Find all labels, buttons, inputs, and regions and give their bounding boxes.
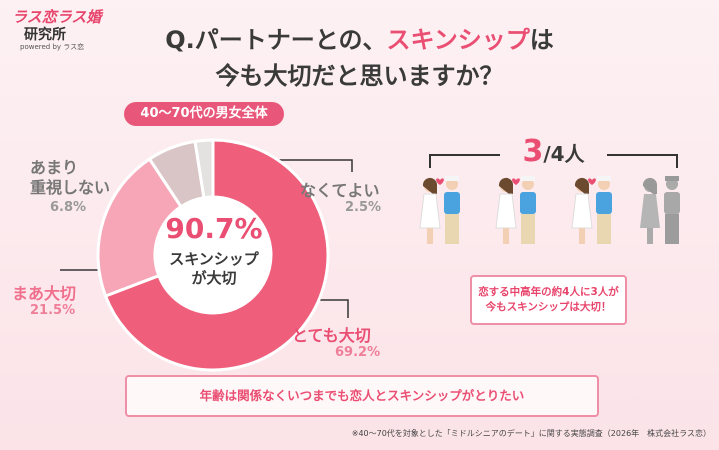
person-legs [503, 228, 509, 244]
pie-segment [193, 138, 215, 200]
person-shirt [596, 192, 612, 214]
person-legs [427, 228, 433, 244]
category-label: なくてよい [300, 181, 380, 200]
person-hat [521, 176, 535, 181]
person-dress [495, 193, 517, 229]
logo-sub: 研究所 [24, 27, 66, 43]
person-hair [642, 177, 657, 194]
person-shirt [520, 192, 536, 214]
person-dress [571, 193, 593, 229]
donut-hole [156, 198, 270, 312]
person-hat [445, 176, 459, 181]
title-part: は [529, 26, 554, 54]
ratio-rest: /4人 [543, 142, 585, 166]
person-hair [498, 177, 513, 194]
title-part: Q.パートナーとの、 [165, 26, 387, 54]
ratio: 3/4人 [500, 134, 607, 169]
subtitle-badge: 40〜70代の男女全体 [124, 102, 284, 126]
bracket [429, 154, 500, 168]
illustration [419, 176, 680, 244]
title: Q.パートナーとの、スキンシップは [0, 20, 719, 55]
person-legs [579, 228, 585, 244]
person-pants [445, 214, 459, 244]
logo: ラス恋ラス婚 [12, 8, 102, 26]
person-legs [647, 228, 653, 244]
message-box: 年齢は関係なくいつまでも恋人とスキンシップがとりたい [125, 375, 599, 417]
value-label: 69.2% [335, 345, 381, 360]
person-hair [422, 177, 437, 194]
pie-segment [96, 157, 184, 298]
person-pants [665, 214, 679, 244]
person-shirt [664, 192, 680, 214]
heart [512, 178, 520, 185]
value-label: 2.5% [345, 200, 382, 215]
person-pants [597, 214, 611, 244]
value-label: 6.8% [50, 200, 87, 215]
pie-segment [103, 138, 330, 372]
footnote: ※40〜70代を対象とした「ミドルシニアのデート」に関する実態調査（2026年 … [351, 429, 711, 438]
category-label: とても大切 [292, 326, 371, 345]
title-highlight: スキンシップ [386, 26, 530, 54]
person-dress [640, 194, 660, 228]
ratio-numerator: 3 [522, 134, 544, 169]
person-pants [521, 214, 535, 244]
category-label: まあ大切 [12, 284, 77, 303]
value-label: 21.5% [30, 303, 76, 318]
callout: 恋する中高年の約4人に3人が 今もスキンシップは大切！ [470, 275, 627, 325]
person-hat [597, 176, 611, 181]
person-hat [665, 176, 679, 181]
category-label: あまり 重視しない [30, 158, 111, 197]
bracket [607, 154, 678, 168]
center-text: スキンシップ が大切 [169, 250, 259, 287]
heart [436, 178, 444, 185]
title-line2: 今も大切だと思いますか？ [215, 62, 504, 90]
person-dress [419, 193, 441, 229]
heart [588, 178, 596, 185]
logo-powered: powered by ラス恋 [20, 43, 85, 51]
person-shirt [444, 192, 460, 214]
center-value: 90.7% [165, 212, 263, 245]
person-hair [574, 177, 589, 194]
